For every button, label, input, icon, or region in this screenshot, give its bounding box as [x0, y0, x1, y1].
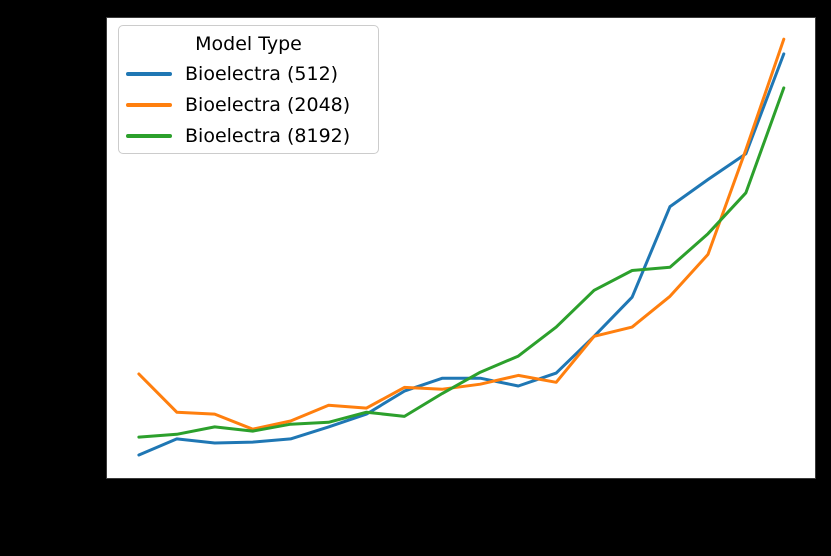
legend: Model Type Bioelectra (512) Bioelectra (2… [118, 25, 379, 154]
legend-entries: Bioelectra (512) Bioelectra (2048) Bioelec… [119, 58, 378, 151]
legend-entry: Bioelectra (512) [119, 58, 378, 89]
legend-entry-label: Bioelectra (512) [185, 62, 339, 85]
legend-entry: Bioelectra (2048) [119, 89, 378, 120]
legend-title: Model Type [195, 33, 302, 55]
legend-entry-label: Bioelectra (2048) [185, 93, 351, 116]
legend-line-swatch [126, 71, 172, 76]
plot-area: Model Type Bioelectra (512) Bioelectra (2… [106, 17, 816, 479]
series-line-bioelectra-8192- [137, 86, 786, 439]
legend-entry-label: Bioelectra (8192) [185, 124, 351, 147]
legend-entry: Bioelectra (8192) [119, 120, 378, 151]
legend-line-swatch [126, 133, 172, 138]
series-line-bioelectra-512- [137, 52, 786, 457]
series-line-bioelectra-2048- [137, 37, 786, 431]
line-chart [137, 37, 786, 457]
legend-line-swatch [126, 102, 172, 107]
